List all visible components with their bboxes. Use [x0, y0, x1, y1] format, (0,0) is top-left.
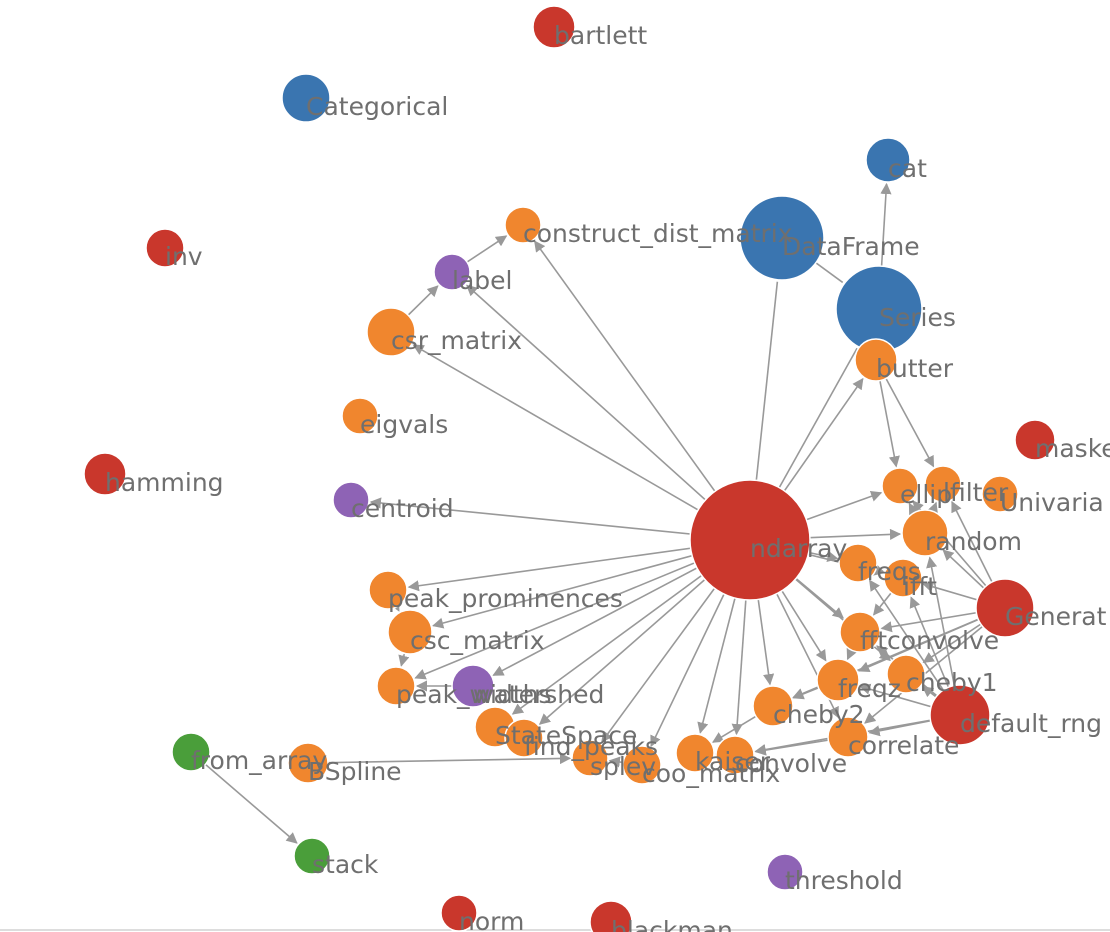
- node-label: construct_dist_matrix: [523, 219, 793, 248]
- node-label: freqs: [858, 557, 921, 586]
- node: [341, 397, 379, 435]
- node: [433, 253, 471, 291]
- node-label: find_peaks: [524, 732, 658, 761]
- node-label: Univaria: [1000, 488, 1104, 517]
- node-label: ellip: [900, 480, 952, 509]
- node: [293, 837, 331, 875]
- node-label: DataFrame: [782, 232, 920, 261]
- node-label: convolve: [735, 749, 847, 778]
- edge: [864, 607, 1006, 724]
- node-label: watershed: [473, 680, 604, 709]
- node-label: Categorical: [306, 92, 448, 121]
- edge: [534, 240, 751, 541]
- node-label: norm: [459, 907, 524, 932]
- node-label: ifft: [903, 572, 937, 601]
- node: [752, 685, 794, 727]
- node-label: maske: [1035, 434, 1110, 463]
- node-label: bartlett: [554, 21, 647, 50]
- node-label: hamming: [105, 468, 224, 497]
- node-label: lfilter: [943, 478, 1009, 507]
- node: [816, 658, 860, 702]
- node: [838, 543, 878, 583]
- node-label: random: [925, 527, 1022, 556]
- node: [975, 578, 1035, 638]
- node-label: coo_matrix: [642, 759, 780, 788]
- node-label: threshold: [785, 866, 903, 895]
- node: [881, 467, 919, 505]
- node-label: peak_prominences: [388, 584, 623, 613]
- node: [715, 735, 755, 775]
- node-label: cheby2: [773, 700, 865, 729]
- node: [504, 206, 542, 244]
- node-label: csr_matrix: [391, 326, 522, 355]
- node-label: freqz: [838, 674, 901, 703]
- node: [171, 732, 211, 772]
- node: [883, 558, 923, 598]
- node: [368, 570, 408, 610]
- node: [451, 664, 495, 708]
- edge: [190, 751, 298, 844]
- node: [739, 195, 825, 281]
- node-label: stack: [312, 850, 379, 879]
- node: [532, 5, 576, 49]
- node: [1014, 419, 1056, 461]
- node-label: Generat: [1005, 602, 1107, 631]
- nodes: [83, 5, 1056, 932]
- node: [387, 609, 433, 655]
- node: [827, 716, 869, 758]
- node: [675, 733, 715, 773]
- node-label: Series: [879, 303, 956, 332]
- node: [589, 900, 633, 932]
- node-label: from_array: [191, 746, 327, 775]
- node-label: fftconvolve: [860, 626, 999, 655]
- node: [287, 742, 329, 784]
- node-label: cheby1: [906, 668, 998, 697]
- node-label: splev: [590, 752, 656, 781]
- node-label: BSpline: [308, 757, 402, 786]
- node-label: StateSpace: [495, 721, 637, 750]
- node-label: eigvals: [360, 410, 448, 439]
- node: [865, 137, 911, 183]
- node-label: butter: [876, 354, 954, 383]
- node-label: label: [452, 266, 512, 295]
- node-label: blackman: [611, 916, 733, 932]
- node-label: inv: [165, 242, 203, 271]
- node-label: ndarray: [750, 534, 847, 563]
- edge: [412, 344, 751, 541]
- node: [839, 611, 881, 653]
- node: [504, 718, 544, 758]
- node: [281, 73, 331, 123]
- node: [981, 475, 1019, 513]
- node: [886, 654, 926, 694]
- node-label: centroid: [351, 494, 454, 523]
- edge: [466, 284, 751, 541]
- node-label: csc_matrix: [410, 626, 545, 655]
- node-label: cat: [888, 154, 927, 183]
- edge: [369, 497, 751, 541]
- labels: bartlett Categorical cat inv construct_dist_…: [105, 21, 1110, 932]
- node-label: peak_widths: [396, 680, 551, 709]
- node: [924, 465, 962, 503]
- node-label: default_rng: [960, 709, 1102, 738]
- node-label: kaiser: [695, 747, 771, 776]
- node: [83, 452, 127, 496]
- node: [376, 666, 416, 706]
- node: [901, 509, 949, 557]
- node: [332, 481, 370, 519]
- node-label: correlate: [848, 731, 959, 760]
- node: [854, 338, 898, 382]
- edge: [307, 752, 572, 765]
- node: [571, 739, 609, 777]
- node: [440, 894, 478, 932]
- node: [366, 307, 416, 357]
- node: [622, 745, 662, 785]
- node: [689, 479, 811, 601]
- node: [766, 853, 804, 891]
- node: [929, 684, 991, 746]
- node: [145, 228, 185, 268]
